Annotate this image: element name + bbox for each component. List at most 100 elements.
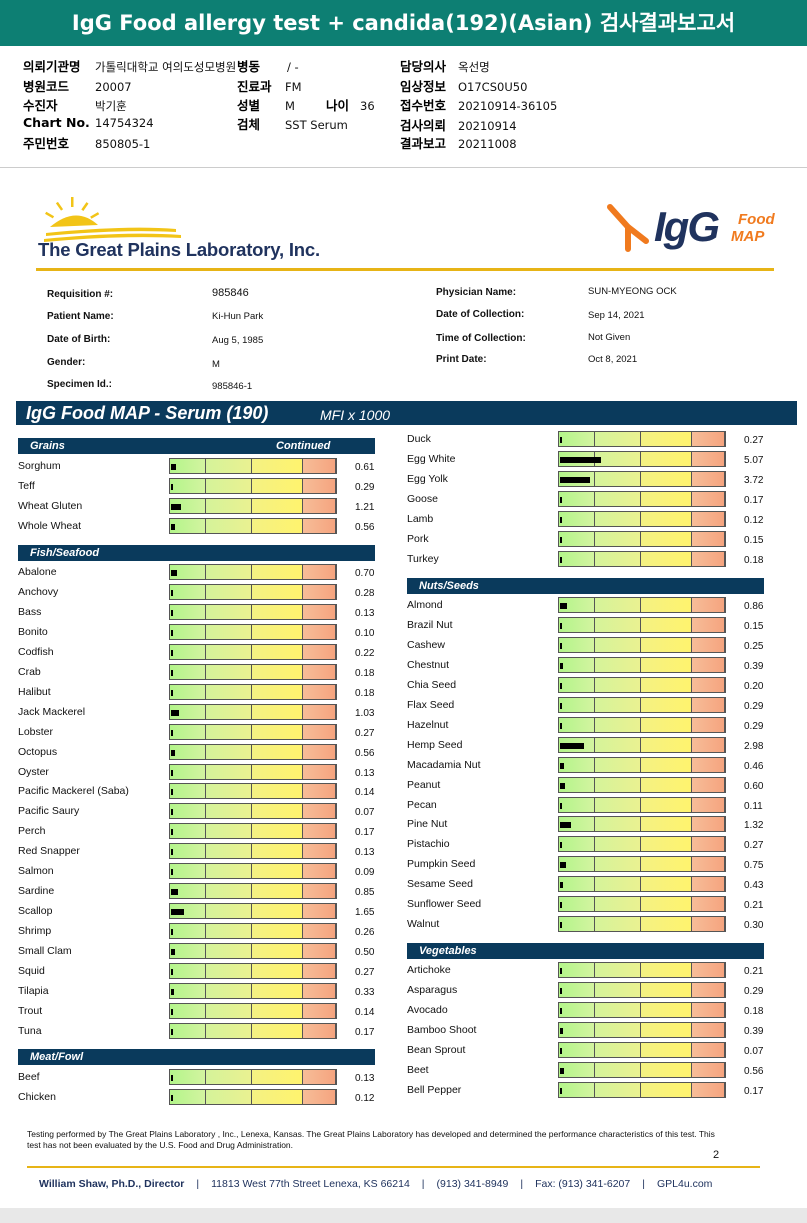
zone-elevated xyxy=(641,1083,692,1097)
zone-moderate xyxy=(595,1003,641,1017)
food-name: Sesame Seed xyxy=(407,878,473,890)
food-value: 5.07 xyxy=(744,455,764,466)
food-row: Goose 0.17 xyxy=(407,491,777,509)
reactivity-bar xyxy=(558,471,726,487)
reactivity-bar xyxy=(169,478,337,494)
reactivity-bar xyxy=(169,684,337,700)
section-header-4: Vegetables xyxy=(407,943,764,959)
patient-left-label-3: Gender: xyxy=(47,357,86,368)
reactivity-bar xyxy=(169,1089,337,1105)
zone-high xyxy=(303,519,336,533)
food-value: 0.61 xyxy=(355,462,375,473)
zone-elevated xyxy=(252,1004,303,1018)
reactivity-bar xyxy=(169,518,337,534)
zone-low xyxy=(559,552,595,566)
section-header-2: Meat/Fowl xyxy=(18,1049,375,1065)
zone-elevated xyxy=(252,645,303,659)
food-name: Avocado xyxy=(407,1004,448,1016)
value-bar-fill xyxy=(560,862,566,868)
food-row: Perch 0.17 xyxy=(18,823,388,841)
zone-moderate xyxy=(206,605,252,619)
zone-low xyxy=(170,924,206,938)
zone-elevated xyxy=(252,665,303,679)
zone-elevated xyxy=(252,605,303,619)
reactivity-bar xyxy=(558,657,726,673)
zone-high xyxy=(303,864,336,878)
footer-director: William Shaw, Ph.D., Director xyxy=(39,1178,185,1190)
zone-low xyxy=(170,479,206,493)
zone-elevated xyxy=(641,452,692,466)
value-bar-fill xyxy=(560,1088,562,1094)
zone-high xyxy=(303,565,336,579)
zone-elevated xyxy=(641,718,692,732)
food-row: Pacific Mackerel (Saba) 0.14 xyxy=(18,783,388,801)
zone-low xyxy=(170,459,206,473)
food-row: Bonito 0.10 xyxy=(18,624,388,642)
zone-high xyxy=(303,625,336,639)
food-value: 0.29 xyxy=(744,721,764,732)
zone-moderate xyxy=(595,738,641,752)
value-bar-fill xyxy=(560,1048,562,1054)
food-name: Crab xyxy=(18,666,41,678)
zone-moderate xyxy=(595,658,641,672)
reactivity-bar xyxy=(558,876,726,892)
section-title: Meat/Fowl xyxy=(30,1051,84,1063)
food-value: 0.27 xyxy=(744,435,764,446)
reactivity-bar xyxy=(558,431,726,447)
reactivity-bar xyxy=(169,564,337,580)
food-name: Hemp Seed xyxy=(407,739,463,751)
section-header-0: Grains Continued xyxy=(18,438,375,454)
food-row: Shrimp 0.26 xyxy=(18,923,388,941)
reactivity-bar xyxy=(169,803,337,819)
food-name: Pork xyxy=(407,533,429,545)
food-name: Brazil Nut xyxy=(407,619,453,631)
disclaimer-note: Testing performed by The Great Plains La… xyxy=(27,1129,715,1150)
food-value: 0.28 xyxy=(355,588,375,599)
zone-moderate xyxy=(595,798,641,812)
zone-low xyxy=(170,585,206,599)
zone-elevated xyxy=(641,638,692,652)
food-name: Chicken xyxy=(18,1091,56,1103)
zone-low xyxy=(170,745,206,759)
reactivity-bar xyxy=(558,617,726,633)
reactivity-bar xyxy=(558,1082,726,1098)
food-row: Halibut 0.18 xyxy=(18,684,388,702)
zone-low xyxy=(170,705,206,719)
food-value: 0.27 xyxy=(744,840,764,851)
food-name: Sorghum xyxy=(18,460,61,472)
zone-low xyxy=(559,618,595,632)
zone-high xyxy=(692,837,725,851)
value-bar-fill xyxy=(560,537,562,543)
zone-elevated xyxy=(641,857,692,871)
food-value: 0.13 xyxy=(355,1073,375,1084)
food-name: Bonito xyxy=(18,626,48,638)
zone-high xyxy=(303,1090,336,1104)
food-row: Egg Yolk 3.72 xyxy=(407,471,777,489)
food-row: Sardine 0.85 xyxy=(18,883,388,901)
food-name: Bamboo Shoot xyxy=(407,1024,477,1036)
footer-phone: (913) 341-8949 xyxy=(436,1178,509,1190)
zone-low xyxy=(559,877,595,891)
igg-food-map-logo: IgG Food MAP xyxy=(604,195,784,257)
food-name: Whole Wheat xyxy=(18,520,82,532)
footer-web[interactable]: GPL4u.com xyxy=(656,1178,713,1190)
food-value: 0.30 xyxy=(744,920,764,931)
food-row: Crab 0.18 xyxy=(18,664,388,682)
food-name: Lamb xyxy=(407,513,434,525)
reactivity-bar xyxy=(169,783,337,799)
food-value: 0.15 xyxy=(744,621,764,632)
food-value: 0.20 xyxy=(744,681,764,692)
zone-elevated xyxy=(641,678,692,692)
zone-low xyxy=(170,884,206,898)
food-value: 1.32 xyxy=(744,820,764,831)
zone-high xyxy=(692,877,725,891)
food-value: 3.72 xyxy=(744,475,764,486)
footer-sep-3: | xyxy=(520,1178,524,1190)
zone-high xyxy=(692,532,725,546)
sun-logo-icon xyxy=(44,197,181,242)
value-bar-fill xyxy=(171,929,173,935)
food-row: Peanut 0.60 xyxy=(407,777,777,795)
reactivity-bar xyxy=(558,816,726,832)
zone-low xyxy=(559,1063,595,1077)
value-bar-fill xyxy=(171,690,173,696)
